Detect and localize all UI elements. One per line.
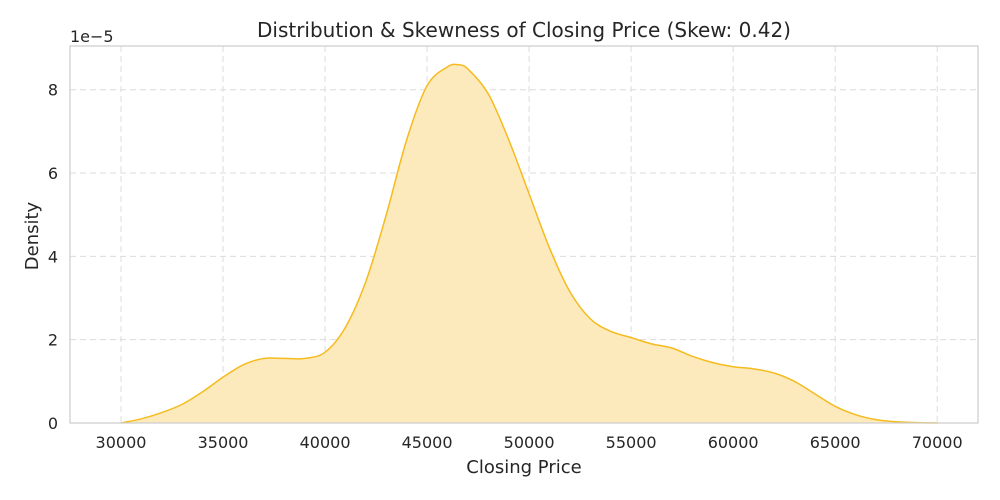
y-tick-label: 6 — [48, 164, 58, 183]
density-curve-line — [120, 63, 938, 424]
x-tick-label: 35000 — [198, 433, 249, 452]
chart-title: Distribution & Skewness of Closing Price… — [257, 18, 791, 42]
plot-frame — [69, 45, 979, 424]
x-ticks: 30000 35000 40000 45000 50000 55000 60000 65000… — [96, 433, 963, 452]
x-tick-label: 60000 — [708, 433, 759, 452]
x-tick-label: 40000 — [300, 433, 351, 452]
y-ticks: 0 2 4 6 8 — [48, 81, 58, 433]
x-tick-label: 70000 — [912, 433, 963, 452]
x-tick-label: 55000 — [606, 433, 657, 452]
x-tick-label: 30000 — [96, 433, 147, 452]
x-tick-label: 45000 — [402, 433, 453, 452]
density-area-group — [120, 63, 938, 424]
y-tick-label: 0 — [48, 414, 58, 433]
y-tick-label: 8 — [48, 81, 58, 100]
x-axis-label: Closing Price — [466, 457, 581, 478]
x-tick-label: 65000 — [810, 433, 861, 452]
y-scale-label: 1e−5 — [70, 27, 114, 46]
x-tick-label: 50000 — [504, 433, 555, 452]
density-area-fill — [121, 64, 938, 423]
y-tick-label: 4 — [48, 247, 58, 266]
y-tick-label: 2 — [48, 331, 58, 350]
y-axis-label: Density — [22, 201, 43, 270]
